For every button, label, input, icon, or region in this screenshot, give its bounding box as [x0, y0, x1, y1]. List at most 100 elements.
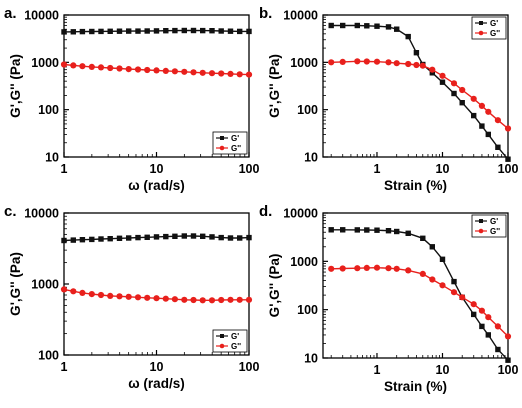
legend-label: G' [231, 332, 239, 341]
data-point-g-double-prime [125, 66, 132, 73]
data-point-g-prime [70, 29, 76, 35]
data-point-g-prime [385, 228, 392, 234]
data-point-g-double-prime [171, 296, 178, 303]
data-point-g-double-prime [504, 333, 512, 340]
data-point-g-double-prime [199, 297, 206, 304]
data-point-g-prime [505, 357, 511, 363]
chart-panel-d: d. 10 100 1000 10000 1 10 100 Strain (%) G',G'' (… [259, 203, 518, 394]
data-point-g-double-prime [485, 108, 492, 115]
y-tick-label: 10000 [283, 207, 318, 221]
y-tick-label: 10000 [24, 207, 59, 221]
data-point-g-double-prime [208, 70, 216, 77]
x-tick-label: 1 [61, 360, 68, 374]
data-point-g-double-prime [70, 62, 77, 69]
legend-marker-square [479, 21, 483, 25]
data-point-g-double-prime [218, 70, 225, 77]
data-point-g-double-prime [153, 295, 160, 302]
y-tick-label: 100 [297, 103, 318, 117]
y-axis-title: G',G'' (Pa) [267, 54, 282, 118]
data-point-g-prime [79, 237, 86, 243]
data-point-g-double-prime [494, 117, 501, 124]
data-point-g-double-prime [470, 301, 477, 308]
data-point-g-double-prime [218, 296, 225, 304]
data-point-g-prime [218, 234, 224, 241]
legend-label: G'' [231, 342, 241, 351]
legend-marker-circle [219, 145, 225, 151]
data-point-g-double-prime [181, 296, 188, 303]
data-point-g-double-prime [245, 296, 253, 303]
data-point-g-prime [181, 27, 187, 34]
legend-box [212, 131, 248, 155]
data-point-g-double-prime [181, 68, 188, 75]
x-tick-label: 10 [150, 162, 164, 176]
data-point-g-prime [485, 131, 491, 138]
data-point-g-prime [328, 227, 334, 233]
x-tick-label: 10 [436, 162, 450, 176]
y-tick-label: 10000 [24, 9, 59, 23]
legend: G'G'' [471, 16, 507, 40]
legend-label: G'' [490, 227, 500, 236]
chart-panel-c: c. 100 1000 10000 1 10 100 ω (rad/s) G',G'' (Pa)… [4, 203, 259, 391]
data-point-g-double-prime [125, 293, 132, 300]
data-point-g-prime [89, 28, 95, 35]
y-tick-label: 10 [45, 151, 59, 165]
data-point-g-prime [153, 234, 160, 240]
data-point-g-prime [61, 29, 67, 35]
data-point-g-double-prime [429, 276, 436, 283]
panel-label: b. [259, 5, 272, 22]
data-point-g-prime [354, 22, 360, 29]
data-point-g-prime [200, 233, 206, 239]
data-point-g-double-prime [393, 60, 400, 67]
data-point-g-prime [181, 233, 187, 239]
data-point-g-double-prime [328, 265, 335, 272]
x-tick-label: 10 [436, 363, 450, 377]
data-point-g-double-prime [236, 296, 243, 303]
data-point-g-double-prime [478, 307, 485, 314]
x-tick-label: 1 [373, 363, 380, 377]
data-point-g-double-prime [153, 67, 160, 74]
data-point-g-double-prime [60, 61, 68, 68]
data-point-g-prime [163, 233, 169, 240]
panel-label: a. [4, 5, 17, 22]
data-point-g-double-prime [70, 288, 77, 295]
plot-frame [322, 14, 509, 158]
data-point-g-prime [98, 236, 104, 242]
data-point-g-prime [116, 235, 123, 241]
x-axis-title: ω (rad/s) [128, 376, 184, 391]
legend-label: G'' [490, 29, 500, 38]
data-point-g-double-prime [494, 323, 501, 330]
data-point-g-prime [495, 346, 501, 353]
data-point-g-double-prime [227, 296, 234, 303]
data-point-g-double-prime [363, 264, 370, 271]
chart-panel-b: b. 10 100 1000 10000 1 10 100 Strain (%) G',G'' (… [259, 5, 518, 193]
x-tick-label: 100 [239, 162, 260, 176]
x-tick-label: 1 [61, 162, 68, 176]
data-point-g-prime [135, 234, 141, 241]
x-axis-title: Strain (%) [384, 379, 447, 394]
data-point-g-prime [364, 23, 370, 29]
data-point-g-double-prime [116, 293, 123, 300]
panel-label: d. [259, 203, 272, 220]
data-point-g-double-prime [208, 297, 216, 304]
data-point-g-double-prime [79, 63, 86, 70]
x-tick-label: 100 [239, 360, 260, 374]
x-tick-label: 10 [150, 360, 164, 374]
data-point-g-prime [485, 332, 491, 338]
data-point-g-prime [394, 26, 400, 32]
data-point-g-prime [405, 230, 411, 236]
data-point-g-double-prime [60, 286, 68, 293]
x-axis-title: ω (rad/s) [128, 178, 184, 193]
data-point-g-double-prime [88, 63, 95, 70]
y-tick-label: 10 [304, 151, 318, 165]
data-point-g-prime [144, 234, 150, 240]
data-point-g-prime [135, 28, 141, 34]
data-point-g-double-prime [385, 59, 392, 66]
data-point-g-prime [420, 235, 426, 241]
x-tick-label: 1 [373, 162, 380, 176]
y-tick-label: 1000 [290, 56, 318, 70]
data-point-g-prime [190, 27, 197, 34]
y-tick-label: 100 [38, 103, 59, 117]
data-point-g-prime [237, 235, 243, 241]
data-point-g-prime [227, 28, 234, 34]
